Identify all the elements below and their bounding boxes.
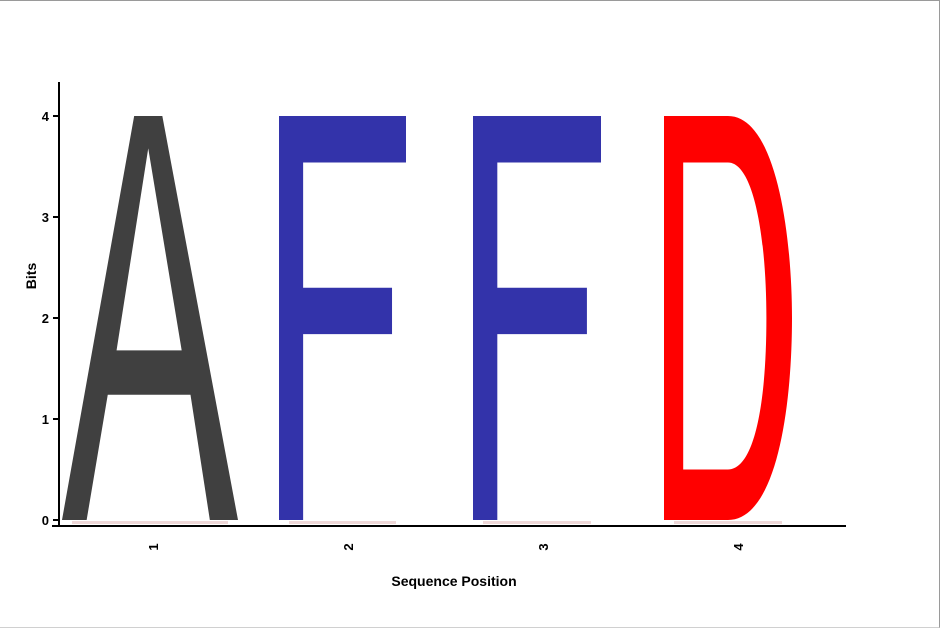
x-tick-label: 2 [341, 543, 356, 550]
x-tick-label: 3 [536, 543, 551, 550]
logo-letter-d [664, 116, 792, 520]
letter-stacks [62, 116, 792, 524]
y-tick-label: 0 [42, 513, 49, 528]
y-tick-label: 4 [42, 109, 50, 124]
logo-letter-f [473, 116, 601, 520]
x-axis-title: Sequence Position [391, 573, 516, 589]
residue-strip [289, 521, 396, 524]
residue-strip [72, 521, 228, 524]
residue-strip [483, 521, 591, 524]
residue-strip [674, 521, 782, 524]
y-tick-label: 2 [42, 311, 49, 326]
logo-letter-a [62, 116, 238, 520]
y-axis-title: Bits [23, 263, 39, 290]
y-tick-label: 1 [42, 412, 49, 427]
x-ticks: 1 2 3 4 [146, 543, 746, 551]
x-tick-label: 4 [731, 543, 746, 551]
y-ticks: 0 1 2 3 4 [42, 109, 59, 528]
y-tick-label: 3 [42, 210, 49, 225]
x-tick-label: 1 [146, 543, 161, 550]
logo-letter-f [279, 116, 406, 520]
